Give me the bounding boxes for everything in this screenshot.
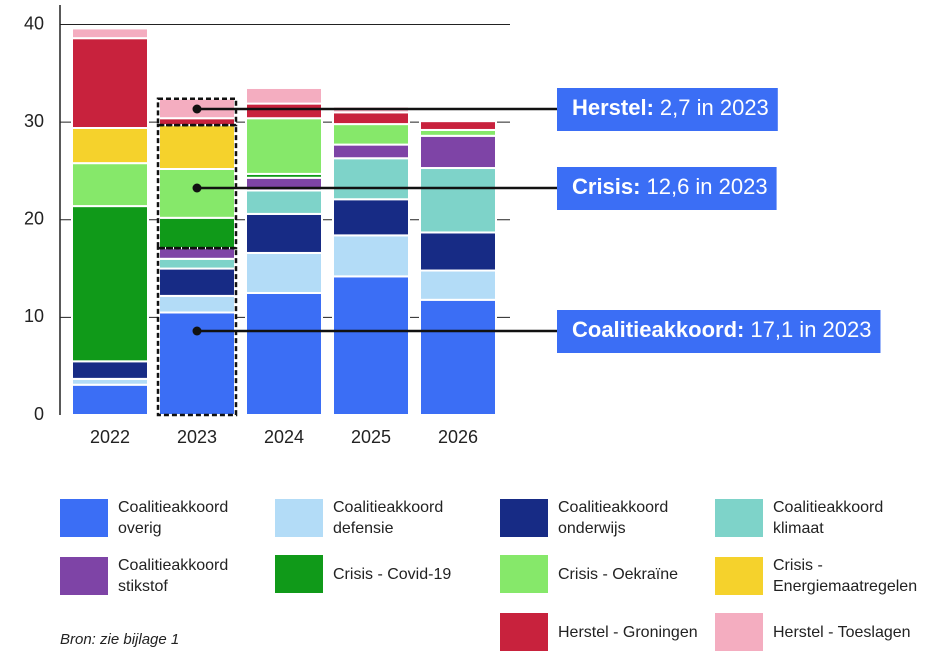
group-outline [156,123,238,250]
annotation-value: 17,1 in 2023 [750,317,871,342]
bar-segment [419,134,497,170]
bar-segment [419,120,497,131]
bar-segment [71,205,149,363]
source: Bron: zie bijlage 1 [60,631,180,648]
bar-segment [245,189,323,215]
bar-segment [158,247,236,260]
x-tick-label: 2022 [90,427,130,447]
bar-segment [245,117,323,175]
bar-segment [332,157,410,201]
annotation-dot [192,104,202,114]
y-tick-label: 10 [24,306,44,326]
annotation-dot [192,326,202,336]
y-tick-label: 0 [34,404,44,424]
x-tick-label: 2026 [438,427,478,447]
y-tick-label: 40 [24,13,44,33]
x-tick-label: 2023 [177,427,217,447]
bar-segment [71,27,149,40]
annotation-value: 2,7 in 2023 [660,95,769,120]
x-tick-label: 2024 [264,427,304,447]
bar-segment [71,162,149,208]
bar-segment [245,102,323,120]
group-outline [156,97,238,127]
annotation-text: Herstel: 2,7 in 2023 [572,95,769,120]
annotation-label: Crisis: [572,174,640,199]
annotation-text: Crisis: 12,6 in 2023 [572,174,768,199]
bar-segment [158,294,236,314]
x-tick-label: 2025 [351,427,391,447]
bar-segment [332,123,410,146]
bar-segment [158,168,236,219]
bar-segment [419,298,497,416]
bar-segment [158,124,236,170]
annotation-box [557,310,881,353]
bar-segment [71,127,149,165]
bar-segment [419,167,497,234]
bar-segment [332,143,410,160]
bar-segment [245,212,323,254]
annotation-box [557,167,777,210]
bar-segment [71,37,149,129]
bar-segment [245,251,323,294]
bar-segment [158,257,236,270]
bar-segment [71,383,149,417]
bar-segment [332,234,410,278]
bar-segment [71,360,149,380]
bar-segment [332,111,410,126]
annotation-box [557,88,778,131]
annotation-value: 12,6 in 2023 [646,174,767,199]
bar-segment [245,291,323,417]
annotation-label: Coalitieakkoord: [572,317,744,342]
bar-segment [158,216,236,250]
annotation-text: Coalitieakkoord: 17,1 in 2023 [572,317,871,342]
bar-segment [332,198,410,237]
bar-segment [245,86,323,105]
bar-segment [419,231,497,272]
bar-segment [419,269,497,301]
bar-segment [158,267,236,297]
y-tick-label: 20 [24,209,44,229]
annotation-label: Herstel: [572,95,654,120]
annotation-dot [192,183,202,193]
y-tick-label: 30 [24,111,44,131]
bar-segment [332,275,410,416]
